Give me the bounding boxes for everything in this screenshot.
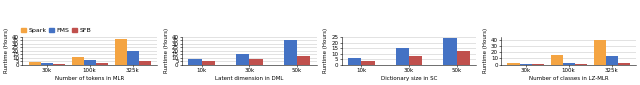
Bar [618,63,630,65]
Bar [361,61,374,65]
Y-axis label: Runtime (Hours): Runtime (Hours) [483,28,488,73]
Bar [444,38,457,65]
Bar [457,51,470,65]
Bar [532,64,543,65]
X-axis label: Number of tokens in MLR: Number of tokens in MLR [55,76,124,81]
Bar [236,54,250,65]
Bar [202,61,215,65]
Y-axis label: Runtime (Hours): Runtime (Hours) [4,28,9,73]
Bar [348,58,361,65]
Bar [188,59,202,65]
Bar [127,51,139,65]
Bar [550,55,563,65]
X-axis label: Dictionary size in SC: Dictionary size in SC [381,76,437,81]
Bar [40,63,52,65]
Y-axis label: Runtime (Hours): Runtime (Hours) [323,28,328,73]
Bar [250,59,262,65]
Bar [95,63,108,65]
Bar [605,56,618,65]
Bar [575,64,587,65]
Bar [84,60,95,65]
Bar [52,64,65,65]
Bar [115,39,127,65]
Bar [593,40,605,65]
Bar [284,40,297,65]
Bar [396,48,409,65]
Bar [409,56,422,65]
Bar [520,64,532,65]
Bar [563,63,575,65]
Bar [508,63,520,65]
Bar [29,62,40,65]
X-axis label: Number of classes in LZ-MLR: Number of classes in LZ-MLR [529,76,609,81]
Bar [72,57,84,65]
X-axis label: Latent dimension in DML: Latent dimension in DML [215,76,284,81]
Legend: Spark, FMS, SFB: Spark, FMS, SFB [19,25,93,35]
Bar [297,56,310,65]
Bar [139,61,151,65]
Y-axis label: Runtime (Hours): Runtime (Hours) [164,28,169,73]
